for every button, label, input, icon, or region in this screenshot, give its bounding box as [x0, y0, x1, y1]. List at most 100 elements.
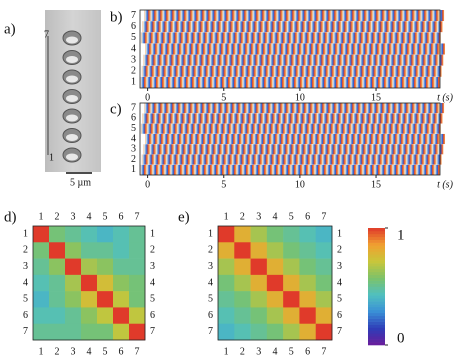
- row-label: 7: [131, 102, 136, 113]
- row-label: 3: [337, 261, 342, 272]
- row-label: 3: [150, 261, 155, 272]
- colorbar-step: [368, 239, 385, 243]
- kymograph-row: [143, 144, 443, 154]
- plot-frame: [139, 9, 441, 89]
- heatmap-cell: [129, 258, 146, 276]
- colorbar-step: [368, 292, 385, 296]
- colorbar-step: [368, 324, 385, 328]
- heatmap-cell: [315, 258, 333, 276]
- scale-bar-label: 5 µm: [70, 177, 91, 188]
- heatmap-cell: [234, 226, 251, 243]
- row-label: 6: [131, 113, 136, 124]
- heatmap-cell: [65, 307, 82, 325]
- row-label: 1: [23, 228, 28, 239]
- heatmap-cell: [218, 242, 235, 259]
- colorbar-step: [368, 242, 385, 246]
- panel-label: b): [110, 9, 123, 25]
- col-label: 2: [240, 346, 245, 357]
- colorbar-label: 1: [397, 227, 405, 243]
- colorbar-step: [368, 277, 385, 281]
- heatmap-cell: [218, 274, 235, 292]
- col-label: 7: [321, 211, 326, 222]
- heatmap-cell: [250, 291, 268, 308]
- heatmap-cell: [81, 307, 98, 325]
- col-label: 5: [289, 211, 294, 222]
- heatmap-cell: [49, 242, 66, 259]
- plot-frame: [217, 225, 333, 341]
- row-label: 3: [23, 261, 28, 272]
- x-tick-label: 10: [295, 179, 305, 190]
- col-label: 7: [135, 211, 140, 222]
- col-label: 3: [71, 346, 76, 357]
- row-label: 2: [337, 245, 342, 256]
- col-label: 1: [224, 211, 229, 222]
- col-label: 6: [119, 211, 124, 222]
- row-label: 4: [131, 133, 136, 144]
- colorbar-step: [368, 228, 385, 232]
- col-label: 6: [305, 346, 310, 357]
- colorbar-label: 0: [397, 330, 405, 346]
- heatmap-cell: [250, 226, 268, 243]
- heatmap-cell: [266, 291, 284, 308]
- colorbar-step: [368, 318, 385, 322]
- heatmap-cell: [113, 226, 130, 243]
- heatmap-cell: [129, 226, 146, 243]
- droplet-highlight: [66, 36, 78, 44]
- panel-label: a): [4, 21, 16, 37]
- col-label: 6: [305, 211, 310, 222]
- heatmap-cell: [65, 242, 82, 259]
- heatmap-cell: [113, 242, 130, 259]
- colorbar-step: [368, 321, 385, 325]
- row-label: 5: [150, 294, 155, 305]
- heatmap-cell: [33, 226, 50, 243]
- row-label: 1: [131, 77, 136, 88]
- col-label: 2: [240, 211, 245, 222]
- heatmap-cell: [81, 274, 98, 292]
- heatmap-cell: [299, 291, 317, 308]
- heatmap-cell: [65, 323, 82, 341]
- row-label: 7: [131, 10, 136, 21]
- heatmap-cell: [283, 307, 300, 325]
- heatmap-cell: [33, 258, 50, 276]
- colorbar-step: [368, 271, 385, 276]
- row-label: 2: [208, 245, 213, 256]
- col-label: 3: [256, 211, 261, 222]
- heatmap-cell: [283, 226, 300, 243]
- row-label: 5: [131, 123, 136, 134]
- heatmap-cell: [299, 307, 317, 325]
- droplet-index: 7: [44, 29, 49, 40]
- heatmap-cell: [234, 323, 251, 341]
- colorbar-step: [368, 289, 385, 293]
- row-label: 6: [337, 310, 342, 321]
- row-label: 4: [150, 277, 155, 288]
- colorbar-step: [368, 301, 385, 305]
- row-label: 4: [208, 277, 213, 288]
- col-label: 4: [87, 211, 92, 222]
- row-label: 4: [23, 277, 28, 288]
- heatmap-cell: [65, 226, 82, 243]
- colorbar-step: [368, 312, 385, 317]
- heatmap-cell: [81, 323, 98, 341]
- row-label: 6: [150, 310, 155, 321]
- heatmap-cell: [129, 307, 146, 325]
- row-label: 6: [131, 21, 136, 32]
- colorbar-step: [368, 251, 385, 255]
- kymograph-row: [143, 21, 443, 32]
- droplet-highlight: [66, 56, 78, 63]
- row-label: 4: [337, 277, 342, 288]
- heatmap-cell: [97, 242, 114, 259]
- droplet-highlight: [66, 95, 78, 102]
- row-label: 2: [131, 66, 136, 77]
- heatmap-cell: [49, 274, 66, 292]
- row-label: 3: [131, 144, 136, 155]
- heatmap-cell: [234, 307, 251, 325]
- row-label: 1: [150, 228, 155, 239]
- col-label: 7: [321, 346, 326, 357]
- heatmap-cell: [81, 226, 98, 243]
- droplet-highlight: [66, 75, 78, 83]
- heatmap-cell: [299, 274, 317, 292]
- col-label: 4: [273, 346, 278, 357]
- row-label: 6: [208, 310, 213, 321]
- heatmap-cell: [33, 307, 50, 325]
